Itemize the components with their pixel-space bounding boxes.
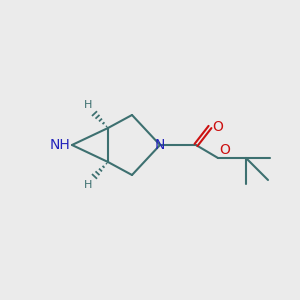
Text: O: O: [212, 120, 223, 134]
Text: NH: NH: [49, 138, 70, 152]
Text: H: H: [84, 100, 92, 110]
Text: O: O: [219, 143, 230, 157]
Text: N: N: [155, 138, 165, 152]
Text: H: H: [84, 180, 92, 190]
